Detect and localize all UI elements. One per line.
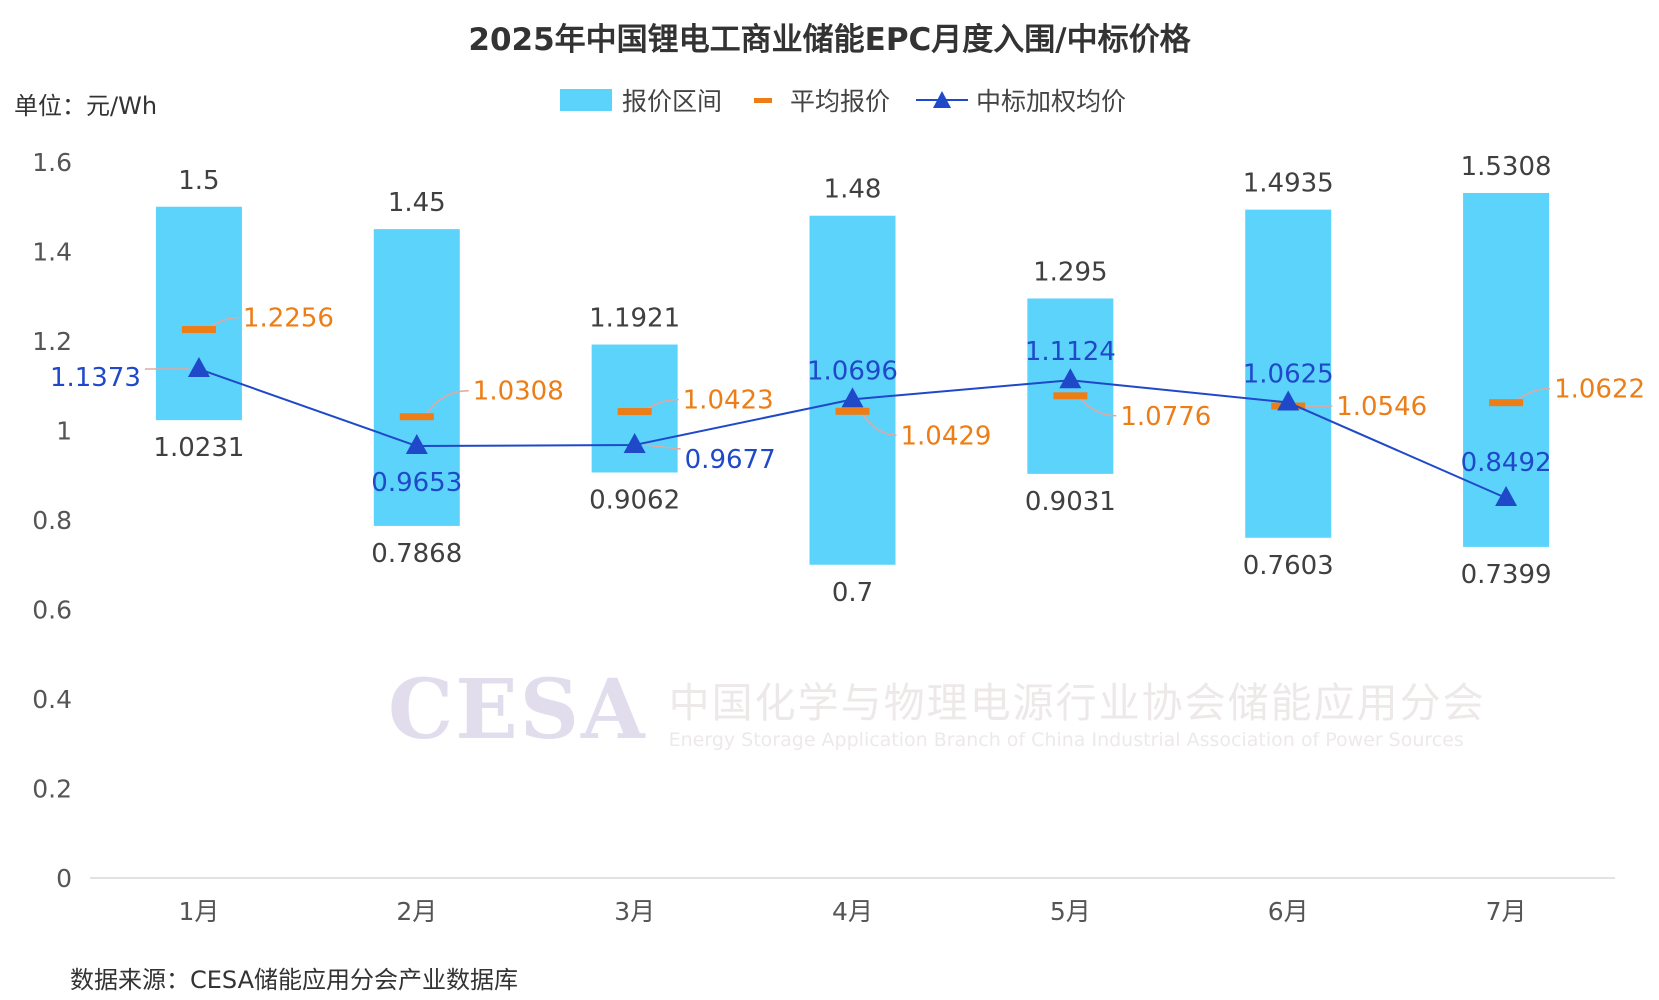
watermark-text: 中国化学与物理电源行业协会储能应用分会 Energy Storage Appli… xyxy=(669,669,1486,751)
range-high-label: 1.48 xyxy=(824,175,882,205)
average-marker xyxy=(399,413,434,421)
average-marker xyxy=(835,407,870,415)
weighted-average-label: 0.8492 xyxy=(1461,448,1552,478)
unit-label: 单位：元/Wh xyxy=(14,92,158,120)
watermark-name-cn: 中国化学与物理电源行业协会储能应用分会 xyxy=(668,679,1486,727)
range-high-label: 1.1921 xyxy=(589,304,680,334)
weighted-average-label: 1.0625 xyxy=(1243,360,1334,390)
source-note: 数据来源：CESA储能应用分会产业数据库 xyxy=(70,966,519,994)
y-tick-label: 0.4 xyxy=(32,685,72,714)
x-tick-label: 4月 xyxy=(832,897,873,926)
y-tick-label: 1.4 xyxy=(32,238,72,267)
range-bar xyxy=(373,229,460,526)
range-low-label: 0.7868 xyxy=(371,539,462,569)
weighted-average-marker xyxy=(405,434,428,455)
range-low-label: 1.0231 xyxy=(153,433,244,463)
legend-label-average: 平均报价 xyxy=(790,87,891,116)
legend-swatch-average xyxy=(754,97,773,103)
y-tick-label: 0.2 xyxy=(32,775,72,804)
x-tick-label: 2月 xyxy=(396,897,437,926)
average-marker xyxy=(1489,399,1524,407)
weighted-average-marker xyxy=(841,387,864,408)
weighted-average-label: 1.1124 xyxy=(1025,337,1116,367)
range-high-label: 1.4935 xyxy=(1243,169,1334,199)
x-tick-label: 1月 xyxy=(178,897,219,926)
range-low-label: 0.7603 xyxy=(1243,551,1334,581)
x-tick-label: 3月 xyxy=(614,897,655,926)
x-tick-label: 5月 xyxy=(1050,897,1091,926)
legend-label-weighted: 中标加权均价 xyxy=(976,87,1127,116)
weighted-average-marker xyxy=(187,357,210,378)
y-tick-label: 0.8 xyxy=(32,506,72,535)
average-marker xyxy=(1053,392,1088,400)
average-leader-line xyxy=(424,389,469,418)
range-high-label: 1.295 xyxy=(1033,257,1107,287)
average-marker xyxy=(181,326,216,334)
weighted-average-label: 1.1373 xyxy=(50,363,141,393)
chart-title: 2025年中国锂电工商业储能EPC月度入围/中标价格 xyxy=(468,22,1191,58)
y-tick-label: 0 xyxy=(56,864,72,893)
legend-item-range: 报价区间 xyxy=(560,82,722,118)
average-label: 1.0308 xyxy=(473,377,564,407)
average-label: 1.0622 xyxy=(1554,375,1645,405)
x-tick-label: 6月 xyxy=(1268,897,1309,926)
average-label: 1.2256 xyxy=(243,304,334,334)
weighted-average-marker xyxy=(1059,368,1082,389)
weighted-average-label: 0.9677 xyxy=(685,445,776,475)
weighted-leader-line xyxy=(644,444,681,450)
weighted-average-marker xyxy=(1495,485,1518,506)
y-tick-label: 1.2 xyxy=(32,327,72,356)
x-tick-label: 7月 xyxy=(1486,897,1527,926)
y-tick-label: 1.6 xyxy=(32,148,72,177)
weighted-average-label: 0.9653 xyxy=(371,468,462,498)
legend-item-average: 平均报价 xyxy=(748,82,890,118)
range-low-label: 0.9031 xyxy=(1025,487,1116,517)
weighted-average-label: 1.0696 xyxy=(807,356,898,386)
legend-swatch-weighted xyxy=(916,91,969,108)
watermark: CESA 中国化学与物理电源行业协会储能应用分会 Energy Storage … xyxy=(388,662,1486,758)
average-leader-line xyxy=(859,410,897,437)
legend-swatch-range xyxy=(560,89,612,111)
range-bar xyxy=(1245,209,1332,538)
legend-item-weighted: 中标加权均价 xyxy=(916,82,1126,118)
range-high-label: 1.5 xyxy=(178,166,219,196)
average-label: 1.0776 xyxy=(1120,402,1211,432)
average-label: 1.0546 xyxy=(1336,392,1427,422)
legend-label-range: 报价区间 xyxy=(622,87,723,116)
range-low-label: 0.7 xyxy=(832,578,873,608)
average-label: 1.0429 xyxy=(901,421,992,451)
average-label: 1.0423 xyxy=(683,386,774,416)
weighted-average-marker xyxy=(1277,390,1300,411)
y-tick-label: 1 xyxy=(56,417,72,446)
average-marker xyxy=(617,408,652,416)
legend: 报价区间 平均报价 中标加权均价 xyxy=(560,82,1152,118)
watermark-logo: CESA xyxy=(388,662,647,758)
range-bar xyxy=(155,206,242,421)
range-low-label: 0.7399 xyxy=(1461,560,1552,590)
watermark-name-en: Energy Storage Application Branch of Chi… xyxy=(668,729,1464,751)
y-tick-label: 0.6 xyxy=(32,596,72,625)
range-high-label: 1.45 xyxy=(388,188,446,218)
range-high-label: 1.5308 xyxy=(1461,152,1552,182)
range-low-label: 0.9062 xyxy=(589,485,680,515)
weighted-average-marker xyxy=(623,432,646,453)
